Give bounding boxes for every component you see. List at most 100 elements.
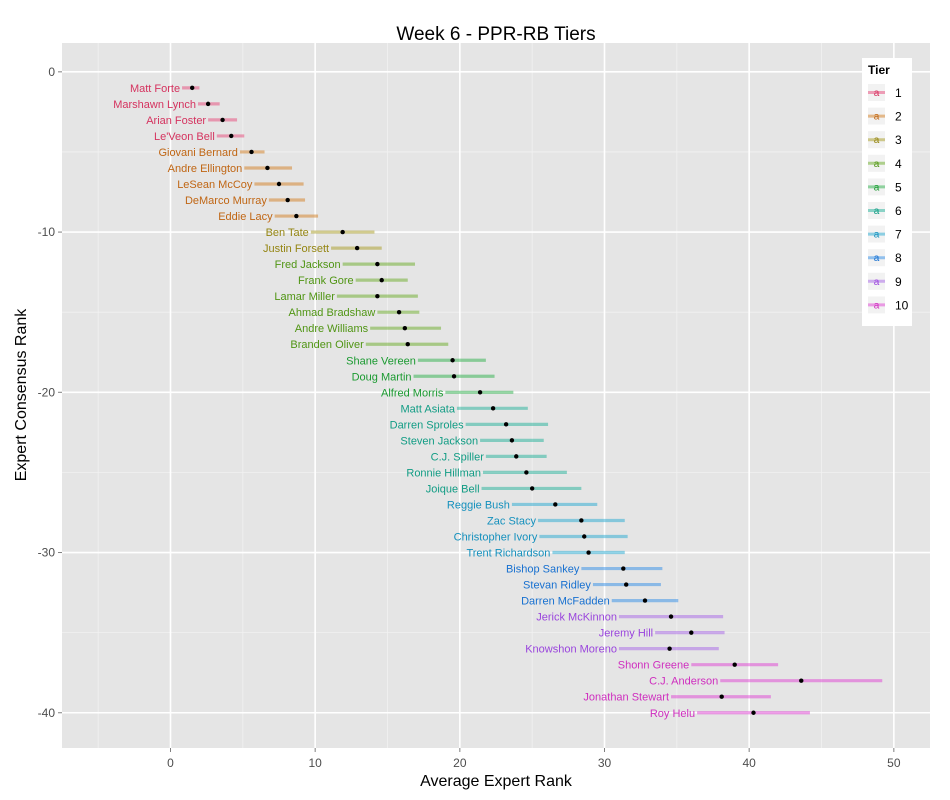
legend-item-tier-10: a 10 bbox=[868, 296, 909, 314]
point-label: Darren Sproles bbox=[390, 419, 464, 431]
point-label: Ahmad Bradshaw bbox=[289, 307, 376, 319]
point-label: Giovani Bernard bbox=[158, 147, 238, 159]
tier-8-series: Bishop Sankey Stevan Ridley Darren McFadde… bbox=[506, 564, 679, 608]
data-point bbox=[354, 245, 360, 251]
y-tick-label: -40 bbox=[38, 706, 56, 720]
data-point bbox=[732, 662, 737, 667]
legend-label: 3 bbox=[895, 133, 902, 147]
tier-7-series: Reggie Bush Zac Stacy Christopher Ivory Tre… bbox=[447, 499, 628, 560]
point-label: Shonn Greene bbox=[618, 660, 690, 672]
point-label: Ronnie Hillman bbox=[406, 467, 481, 479]
x-tick-label: 0 bbox=[167, 756, 174, 770]
data-point bbox=[249, 149, 254, 155]
legend-key-letter: a bbox=[874, 300, 880, 311]
x-tick-label: 20 bbox=[453, 756, 467, 770]
data-point bbox=[229, 133, 234, 139]
point-label: Branden Oliver bbox=[290, 339, 364, 351]
data-point bbox=[579, 518, 584, 523]
data-point bbox=[719, 694, 724, 699]
data-point bbox=[405, 342, 410, 347]
data-point bbox=[514, 454, 519, 459]
point-label: Joique Bell bbox=[426, 483, 480, 495]
point-label: Jerick McKinnon bbox=[536, 612, 617, 624]
point-label: Lamar Miller bbox=[274, 291, 335, 303]
point-label: Arian Foster bbox=[146, 115, 206, 127]
y-tick-label: -10 bbox=[38, 225, 56, 239]
point-label: C.J. Anderson bbox=[649, 676, 718, 688]
point-label: Eddie Lacy bbox=[218, 211, 273, 223]
data-point bbox=[621, 566, 626, 571]
point-label: Frank Gore bbox=[298, 275, 354, 287]
legend-key-letter: a bbox=[874, 277, 880, 288]
data-point bbox=[276, 181, 282, 187]
legend-label: 10 bbox=[895, 298, 909, 312]
plot-panel bbox=[62, 43, 930, 748]
data-point bbox=[689, 630, 694, 635]
data-point bbox=[379, 277, 384, 283]
point-label: DeMarco Murray bbox=[185, 195, 267, 207]
point-label: Ben Tate bbox=[266, 227, 309, 239]
legend-key-letter: a bbox=[874, 88, 880, 99]
data-point bbox=[509, 438, 515, 443]
legend-key-letter: a bbox=[874, 159, 880, 170]
y-tick-label: -20 bbox=[38, 385, 56, 399]
data-point bbox=[477, 390, 483, 395]
data-point bbox=[667, 646, 672, 651]
tier-4-series: Fred Jackson Frank Gore Lamar Miller Ahmad … bbox=[274, 259, 449, 351]
legend-label: 7 bbox=[895, 228, 902, 242]
point-label: Matt Asiata bbox=[401, 403, 456, 415]
legend-label: 4 bbox=[895, 157, 902, 171]
data-point bbox=[751, 710, 756, 715]
tier-1-series: Matt Forte Marshawn Lynch Arian Foster Le'V… bbox=[113, 83, 245, 143]
tier-5-series: Shane Vereen Doug Martin Alfred Morris bbox=[346, 355, 514, 399]
x-tick-label: 50 bbox=[887, 756, 901, 770]
point-label: Marshawn Lynch bbox=[113, 99, 196, 111]
data-point bbox=[285, 197, 290, 203]
y-tick-label: -30 bbox=[38, 546, 56, 560]
point-label: Steven Jackson bbox=[400, 435, 478, 447]
legend-title: Tier bbox=[868, 63, 890, 77]
legend-label: 1 bbox=[895, 86, 902, 100]
chart-title: Week 6 - PPR-RB Tiers bbox=[396, 24, 595, 45]
x-axis: 0 10 20 30 40 50 bbox=[167, 748, 901, 770]
tier-6-series: Matt Asiata Darren Sproles Steven Jackson C… bbox=[390, 403, 582, 495]
point-label: Jeremy Hill bbox=[599, 628, 653, 640]
legend-label: 6 bbox=[895, 204, 902, 218]
point-label: Jonathan Stewart bbox=[583, 692, 669, 704]
data-point bbox=[340, 229, 345, 235]
data-point bbox=[524, 470, 529, 475]
data-point bbox=[503, 422, 509, 427]
point-label: Doug Martin bbox=[352, 371, 412, 383]
point-label: Shane Vereen bbox=[346, 355, 416, 367]
data-point bbox=[642, 598, 648, 603]
data-point bbox=[375, 293, 380, 299]
data-point bbox=[450, 358, 455, 363]
point-label: Andre Ellington bbox=[168, 163, 243, 175]
data-point bbox=[668, 614, 674, 619]
y-axis-title: Expert Consensus Rank bbox=[13, 308, 30, 482]
tier-2-series: Giovani Bernard Andre Ellington LeSean McC… bbox=[158, 147, 319, 223]
legend-key-letter: a bbox=[874, 112, 880, 123]
data-point bbox=[624, 582, 629, 587]
grid-minor bbox=[62, 43, 930, 748]
point-label: Roy Helu bbox=[650, 708, 695, 720]
data-point bbox=[586, 550, 591, 555]
point-label: Justin Forsett bbox=[263, 243, 329, 255]
data-point bbox=[799, 678, 804, 683]
legend-key-letter: a bbox=[874, 230, 880, 241]
point-label: Trent Richardson bbox=[466, 548, 550, 560]
legend-label: 8 bbox=[895, 251, 902, 265]
data-point bbox=[553, 502, 558, 507]
legend-label: 2 bbox=[895, 110, 902, 124]
point-label: C.J. Spiller bbox=[431, 451, 485, 463]
point-label: Le'Veon Bell bbox=[154, 131, 215, 143]
